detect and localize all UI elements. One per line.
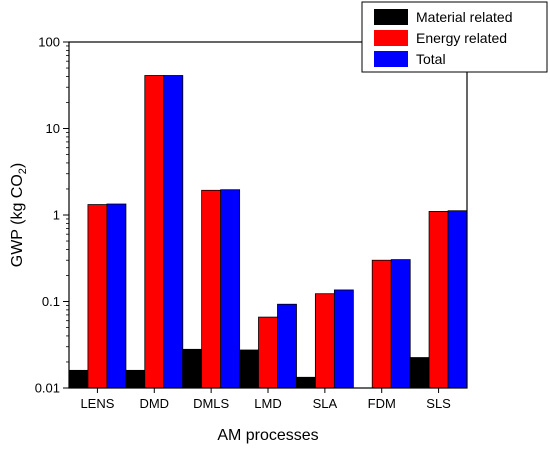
bar-dmls-material-related: [182, 348, 203, 389]
bar-dmls-energy-related: [201, 189, 222, 389]
bars-layer: [68, 75, 468, 389]
legend-swatch-energy: [374, 30, 408, 46]
y-axis-title: GWP (kg CO2): [9, 163, 29, 268]
y-tick-label: 10: [46, 121, 60, 136]
legend-label-total: Total: [416, 51, 446, 67]
bar-fdm-energy-related: [371, 259, 392, 389]
x-tick-label-dmls: DMLS: [193, 396, 229, 411]
bar-lens-energy-related: [87, 204, 108, 389]
y-axis-title-subscript: 2: [17, 168, 29, 174]
x-tick-label-dmd: DMD: [139, 396, 169, 411]
bar-sla-energy-related: [314, 293, 335, 389]
legend: Material related Energy related Total: [361, 1, 548, 73]
legend-swatch-material: [374, 9, 408, 25]
bar-lens-material-related: [68, 369, 89, 389]
x-tick-label-sls: SLS: [426, 396, 451, 411]
bar-dmd-energy-related: [144, 75, 165, 389]
bar-lmd-material-related: [239, 349, 259, 389]
bar-sls-total: [447, 210, 468, 389]
bar-lmd-energy-related: [258, 316, 278, 389]
bar-lmd-total: [277, 303, 297, 389]
bar-dmd-total: [163, 75, 184, 389]
x-tick-label-fdm: FDM: [368, 396, 396, 411]
y-axis-title-main: GWP (kg CO: [9, 174, 26, 267]
y-tick-label: 1: [53, 208, 60, 223]
y-tick-label: 100: [38, 35, 60, 50]
legend-label-energy: Energy related: [416, 30, 507, 46]
y-axis-title-end: ): [9, 163, 26, 168]
bar-dmls-total: [220, 189, 241, 389]
y-axis: 0.01 0.1 1 10 100: [35, 35, 69, 396]
x-tick-label-lmd: LMD: [254, 396, 281, 411]
bar-sls-material-related: [409, 357, 430, 389]
bar-lens-total: [106, 203, 127, 389]
bar-dmd-material-related: [125, 369, 146, 389]
x-axis: LENS DMD DMLS LMD SLA FDM SLS: [80, 388, 451, 411]
legend-swatch-total: [374, 51, 408, 67]
bar-sla-material-related: [295, 376, 316, 389]
x-tick-label-sla: SLA: [313, 396, 338, 411]
legend-label-material: Material related: [416, 9, 513, 25]
x-tick-label-lens: LENS: [80, 396, 114, 411]
bar-fdm-total: [390, 259, 411, 389]
y-tick-label: 0.01: [35, 381, 60, 396]
y-tick-label: 0.1: [42, 294, 60, 309]
bar-sla-total: [333, 289, 354, 389]
x-axis-title: AM processes: [217, 427, 318, 444]
bar-sls-energy-related: [428, 211, 449, 389]
